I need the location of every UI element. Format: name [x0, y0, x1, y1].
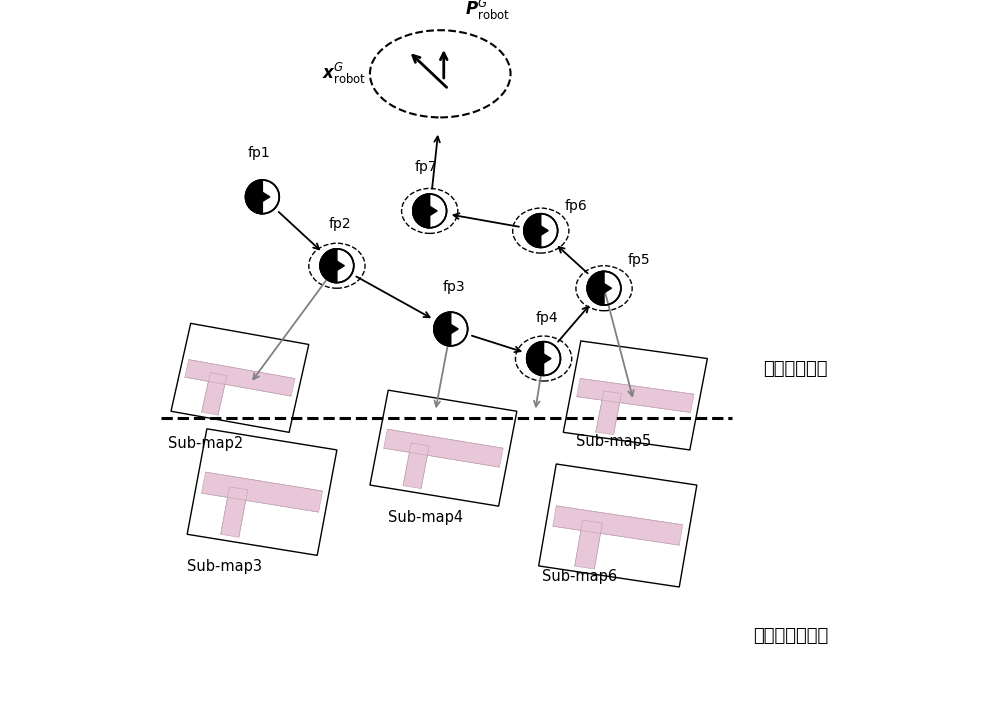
Circle shape — [587, 271, 621, 305]
Polygon shape — [449, 323, 458, 335]
Text: fp1: fp1 — [247, 146, 270, 160]
Polygon shape — [202, 373, 227, 415]
Polygon shape — [527, 342, 544, 375]
Polygon shape — [202, 472, 323, 512]
Text: Sub-map3: Sub-map3 — [187, 559, 262, 574]
Polygon shape — [524, 214, 541, 247]
Text: fp2: fp2 — [329, 217, 352, 231]
Text: Sub-map6: Sub-map6 — [542, 569, 617, 584]
Text: 全局拓扑地图: 全局拓扑地图 — [764, 360, 828, 378]
Text: Sub-map4: Sub-map4 — [388, 510, 463, 524]
Text: fp4: fp4 — [536, 311, 558, 325]
Polygon shape — [413, 194, 430, 228]
Polygon shape — [428, 205, 437, 217]
Text: fp5: fp5 — [628, 253, 651, 267]
Polygon shape — [335, 260, 344, 271]
Text: Sub-map2: Sub-map2 — [168, 436, 243, 451]
Text: 局部栅格子地图: 局部栅格子地图 — [753, 627, 828, 645]
Polygon shape — [542, 353, 551, 364]
Text: $\boldsymbol{x}^{G}_{\mathrm{robot}}$: $\boldsymbol{x}^{G}_{\mathrm{robot}}$ — [322, 61, 366, 86]
Polygon shape — [221, 486, 248, 537]
Polygon shape — [587, 271, 604, 305]
Circle shape — [246, 180, 279, 214]
Polygon shape — [602, 283, 612, 294]
Polygon shape — [539, 225, 548, 236]
Circle shape — [527, 342, 560, 375]
Polygon shape — [185, 359, 295, 396]
Text: fp7: fp7 — [415, 160, 437, 174]
Circle shape — [413, 194, 447, 228]
Polygon shape — [187, 429, 337, 555]
Polygon shape — [577, 378, 694, 413]
Text: fp6: fp6 — [565, 199, 587, 213]
Polygon shape — [403, 443, 429, 489]
Polygon shape — [596, 391, 621, 434]
Polygon shape — [320, 249, 337, 283]
Polygon shape — [171, 323, 309, 432]
Text: Sub-map5: Sub-map5 — [576, 434, 651, 449]
Polygon shape — [370, 390, 517, 506]
Text: fp3: fp3 — [443, 280, 466, 294]
Polygon shape — [434, 312, 451, 346]
Polygon shape — [539, 464, 697, 587]
Ellipse shape — [370, 30, 511, 117]
Polygon shape — [261, 191, 270, 202]
Circle shape — [320, 249, 354, 283]
Circle shape — [434, 312, 468, 346]
Text: $\boldsymbol{P}^{G}_{\mathrm{robot}}$: $\boldsymbol{P}^{G}_{\mathrm{robot}}$ — [465, 0, 510, 22]
Polygon shape — [553, 506, 683, 546]
Circle shape — [524, 214, 558, 247]
Polygon shape — [575, 520, 602, 569]
Polygon shape — [384, 429, 503, 467]
Polygon shape — [563, 341, 707, 450]
Polygon shape — [246, 180, 262, 214]
